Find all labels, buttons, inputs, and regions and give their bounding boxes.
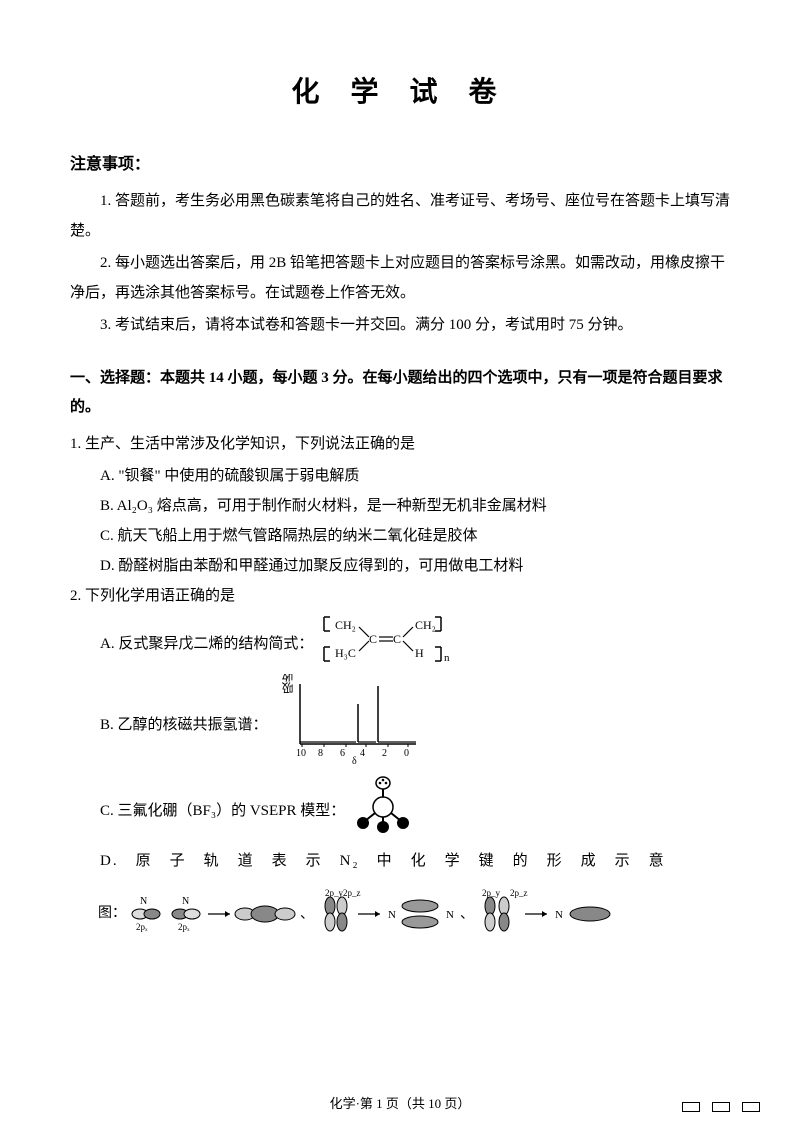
q2-a-text: A. 反式聚异戊二烯的结构简式： [100,629,313,659]
q1-option-c: C. 航天飞船上用于燃气管路隔热层的纳米二氧化硅是胶体 [70,521,730,551]
q2-b-text: B. 乙醇的核磁共振氢谱： [100,710,268,740]
q1-option-b: B. Al₂O₃ 熔点高，可用于制作耐火材料，是一种新型无机非金属材料 [70,491,730,521]
svg-text:C: C [393,632,401,646]
svg-text:H₃C: H₃C [335,646,356,660]
svg-text:、: 、 [300,907,314,922]
svg-text:8: 8 [318,748,323,759]
svg-text:C: C [369,632,377,646]
corner-mark-1 [682,1102,700,1112]
q2-option-a: A. 反式聚异戊二烯的结构简式： CH₂ H₃C C C CH₂ [70,613,730,674]
svg-text:H: H [415,646,424,660]
q1-stem: 1. 生产、生活中常涉及化学知识，下列说法正确的是 [70,429,730,459]
svg-text:吸收强度: 吸收强度 [281,674,295,694]
corner-mark-2 [712,1102,730,1112]
notice-item-3: 3. 考试结束后，请将本试卷和答题卡一并交回。满分 100 分，考试用时 75 … [70,310,730,340]
svg-text:0: 0 [404,748,409,759]
svg-text:n: n [444,652,450,664]
q2-c-text: C. 三氟化硼（BF₃）的 VSEPR 模型： [100,796,345,826]
section-1-heading: 一、选择题：本题共 14 小题，每小题 3 分。在每小题给出的四个选项中，只有一… [70,364,730,421]
exam-title: 化 学 试 卷 [70,70,730,110]
corner-mark-3 [742,1102,760,1112]
vsepr-model-icon [353,775,413,846]
q2-option-d-line1: D. 原 子 轨 道 表 示 N₂ 中 化 学 键 的 形 成 示 意 [70,846,730,876]
svg-text:2p_y2p_z: 2p_y2p_z [325,888,361,898]
svg-text:10: 10 [296,748,306,759]
question-2: 2. 下列化学用语正确的是 A. 反式聚异戊二烯的结构简式： CH₂ H₃C C… [70,581,730,944]
svg-text:N: N [555,909,563,921]
question-1: 1. 生产、生活中常涉及化学知识，下列说法正确的是 A. "钡餐" 中使用的硫酸… [70,429,730,581]
notice-item-2: 2. 每小题选出答案后，用 2B 铅笔把答题卡上对应题目的答案标号涂黑。如需改动… [70,248,730,308]
svg-text:N: N [182,896,189,907]
svg-text:N: N [140,896,147,907]
q1-option-d: D. 酚醛树脂由苯酚和甲醛通过加聚反应得到的，可用做电工材料 [70,551,730,581]
q1-option-a: A. "钡餐" 中使用的硫酸钡属于弱电解质 [70,461,730,491]
svg-text:2p_y: 2p_y [482,888,501,898]
orbital-diagram-icon: N 2pₓ N 2pₓ 、 2p_y2p_z [130,906,690,921]
svg-text:CH₂: CH₂ [335,618,356,632]
svg-text:δ: δ [352,756,357,764]
corner-marks [682,1102,760,1112]
q2-option-d-diagram: 图： N 2pₓ N 2pₓ 、 [70,884,730,944]
notice-section: 注意事项： 1. 答题前，考生务必用黑色碳素笔将自己的姓名、准考证号、考场号、座… [70,150,730,340]
svg-text:N: N [388,909,396,921]
notice-heading: 注意事项： [70,150,730,174]
svg-text:4: 4 [360,748,365,759]
svg-text:2pₓ: 2pₓ [136,922,148,932]
svg-text:2: 2 [382,748,387,759]
page-footer: 化学·第 1 页（共 10 页） [0,1093,800,1112]
q2-d-prefix: 图： [98,906,126,921]
notice-item-1: 1. 答题前，考生务必用黑色碳素笔将自己的姓名、准考证号、考场号、座位号在答题卡… [70,186,730,246]
svg-text:、: 、 [460,907,474,922]
q2-stem: 2. 下列化学用语正确的是 [70,581,730,611]
polymer-structure-icon: CH₂ H₃C C C CH₂ H n [321,613,451,674]
svg-text:N: N [446,909,454,921]
q2-option-c: C. 三氟化硼（BF₃）的 VSEPR 模型： [70,775,730,846]
svg-text:2p_z: 2p_z [510,888,528,898]
nmr-chart-icon: 吸收强度 10 8 6 4 2 0 δ [276,674,426,775]
q2-option-b: B. 乙醇的核磁共振氢谱： 吸收强度 10 8 6 4 2 0 δ [70,674,730,775]
svg-text:2pₓ: 2pₓ [178,922,190,932]
svg-text:6: 6 [340,748,345,759]
svg-text:CH₂: CH₂ [415,618,436,632]
